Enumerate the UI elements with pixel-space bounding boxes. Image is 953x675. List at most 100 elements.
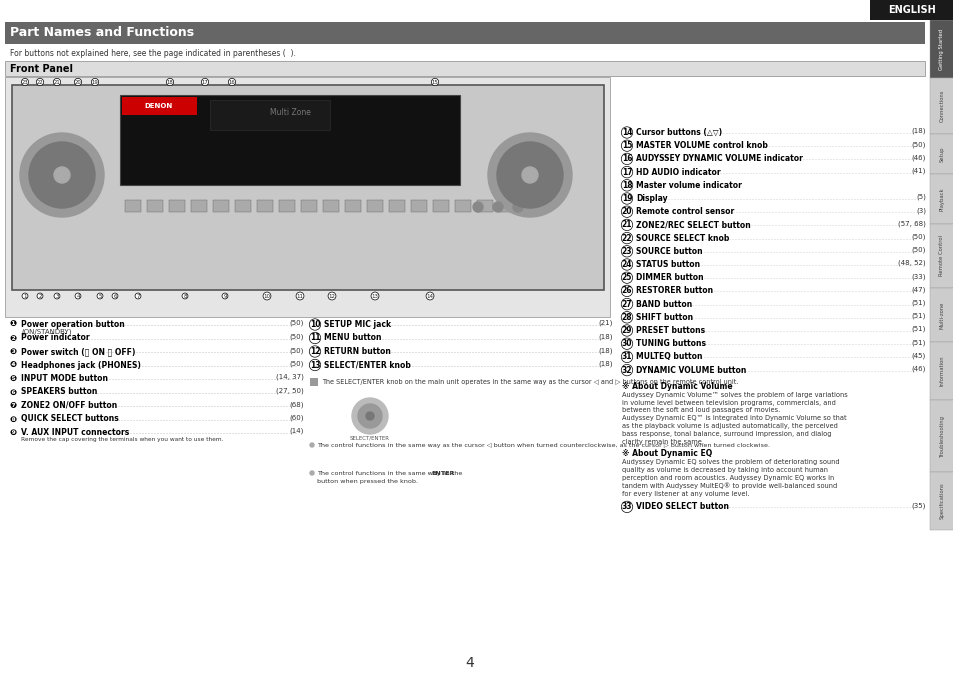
Bar xyxy=(5,22,924,44)
Text: 16: 16 xyxy=(621,155,632,163)
Text: (35): (35) xyxy=(911,502,925,509)
Text: (46): (46) xyxy=(911,155,925,161)
Text: Information: Information xyxy=(939,356,943,386)
Text: (3): (3) xyxy=(915,207,925,214)
Text: ❻: ❻ xyxy=(10,387,16,396)
Text: (47): (47) xyxy=(911,286,925,293)
Text: Power switch (⎌ ON ⎍ OFF): Power switch (⎌ ON ⎍ OFF) xyxy=(21,347,135,356)
Circle shape xyxy=(29,142,95,208)
Text: Multi-zone: Multi-zone xyxy=(939,301,943,329)
Text: 4: 4 xyxy=(76,294,80,298)
Text: Remote control sensor: Remote control sensor xyxy=(636,207,734,216)
Text: 18: 18 xyxy=(167,80,173,84)
Text: ❽: ❽ xyxy=(10,414,16,423)
Text: BAND button: BAND button xyxy=(636,300,692,308)
Text: Multi Zone: Multi Zone xyxy=(270,108,310,117)
Text: (5): (5) xyxy=(915,194,925,200)
Text: 24: 24 xyxy=(621,260,632,269)
Text: SETUP MIC jack: SETUP MIC jack xyxy=(324,320,391,329)
Bar xyxy=(929,174,953,224)
Text: 1: 1 xyxy=(23,294,27,298)
Text: ❺: ❺ xyxy=(10,374,16,383)
Bar xyxy=(929,134,953,174)
Text: (50): (50) xyxy=(290,360,304,367)
Text: 25: 25 xyxy=(621,273,632,282)
Text: ❷: ❷ xyxy=(10,333,16,342)
Text: Getting Started: Getting Started xyxy=(939,28,943,70)
Text: 23: 23 xyxy=(621,247,632,256)
Text: 11: 11 xyxy=(310,333,320,342)
Text: Setup: Setup xyxy=(939,146,943,162)
Text: 13: 13 xyxy=(371,294,378,298)
Bar xyxy=(345,200,360,212)
Bar xyxy=(929,20,953,78)
Text: 12: 12 xyxy=(310,347,320,356)
Text: 10: 10 xyxy=(310,320,320,329)
Text: 14: 14 xyxy=(621,128,632,137)
Text: (21): (21) xyxy=(598,320,613,327)
Text: 29: 29 xyxy=(621,326,632,335)
Bar xyxy=(213,200,229,212)
Text: HD AUDIO indicator: HD AUDIO indicator xyxy=(636,167,720,177)
Text: SOURCE SELECT knob: SOURCE SELECT knob xyxy=(636,234,729,242)
Text: Connections: Connections xyxy=(939,90,943,122)
Bar xyxy=(929,400,953,472)
Text: SPEAKERS button: SPEAKERS button xyxy=(21,387,97,396)
Text: 23: 23 xyxy=(22,80,29,84)
Text: Power operation button: Power operation button xyxy=(21,320,125,329)
Bar xyxy=(929,78,953,134)
Text: ❹: ❹ xyxy=(10,360,16,369)
Text: 15: 15 xyxy=(621,141,632,151)
Circle shape xyxy=(54,167,70,183)
Bar xyxy=(498,200,515,212)
Bar xyxy=(12,85,603,290)
Circle shape xyxy=(473,202,482,212)
Text: Audyssey Dynamic Volume™ solves the problem of large variations: Audyssey Dynamic Volume™ solves the prob… xyxy=(621,392,847,398)
Text: 8: 8 xyxy=(183,294,187,298)
Text: Specifications: Specifications xyxy=(939,483,943,519)
Text: 33: 33 xyxy=(621,502,632,512)
Text: 5: 5 xyxy=(98,294,102,298)
Text: DIMMER button: DIMMER button xyxy=(636,273,703,282)
Text: The SELECT/ENTER knob on the main unit operates in the same way as the cursor ◁ : The SELECT/ENTER knob on the main unit o… xyxy=(322,379,738,385)
Text: (50): (50) xyxy=(290,333,304,340)
Text: (ON/STANDBY): (ON/STANDBY) xyxy=(21,328,71,335)
Circle shape xyxy=(310,443,314,447)
Text: (14): (14) xyxy=(290,428,304,435)
Text: 10: 10 xyxy=(263,294,271,298)
Text: SHIFT button: SHIFT button xyxy=(636,313,693,322)
Bar xyxy=(869,0,953,20)
Text: (41): (41) xyxy=(911,167,925,174)
Text: Headphones jack (PHONES): Headphones jack (PHONES) xyxy=(21,360,141,369)
Text: perception and room acoustics. Audyssey Dynamic EQ works in: perception and room acoustics. Audyssey … xyxy=(621,475,833,481)
Text: 26: 26 xyxy=(621,286,632,296)
Text: 21: 21 xyxy=(53,80,60,84)
Text: 17: 17 xyxy=(201,80,208,84)
Text: 13: 13 xyxy=(310,360,320,369)
Text: as the playback volume is adjusted automatically, the perceived: as the playback volume is adjusted autom… xyxy=(621,423,837,429)
Bar xyxy=(234,200,251,212)
Text: Audyssey Dynamic EQ™ is integrated into Dynamic Volume so that: Audyssey Dynamic EQ™ is integrated into … xyxy=(621,415,845,421)
Text: STATUS button: STATUS button xyxy=(636,260,700,269)
Text: Audyssey Dynamic EQ solves the problem of deteriorating sound: Audyssey Dynamic EQ solves the problem o… xyxy=(621,460,839,465)
Bar xyxy=(301,200,316,212)
Text: between the soft and loud passages of movies.: between the soft and loud passages of mo… xyxy=(621,408,780,413)
Bar xyxy=(169,200,185,212)
Circle shape xyxy=(366,412,374,420)
Text: 22: 22 xyxy=(36,80,43,84)
Text: Display: Display xyxy=(636,194,667,203)
Text: for every listener at any volume level.: for every listener at any volume level. xyxy=(621,491,749,497)
Text: Troubleshooting: Troubleshooting xyxy=(939,415,943,457)
Text: ❶: ❶ xyxy=(10,320,16,329)
Text: SOURCE button: SOURCE button xyxy=(636,247,702,256)
Text: Part Names and Functions: Part Names and Functions xyxy=(10,26,193,40)
Text: 16: 16 xyxy=(229,80,235,84)
Text: ENGLISH: ENGLISH xyxy=(887,5,935,15)
Text: 28: 28 xyxy=(621,313,632,322)
Text: 31: 31 xyxy=(621,352,632,361)
Circle shape xyxy=(20,133,104,217)
Text: VIDEO SELECT button: VIDEO SELECT button xyxy=(636,502,728,512)
Text: SELECT/ENTER: SELECT/ENTER xyxy=(350,436,390,441)
Text: QUICK SELECT buttons: QUICK SELECT buttons xyxy=(21,414,118,423)
Bar xyxy=(125,200,141,212)
